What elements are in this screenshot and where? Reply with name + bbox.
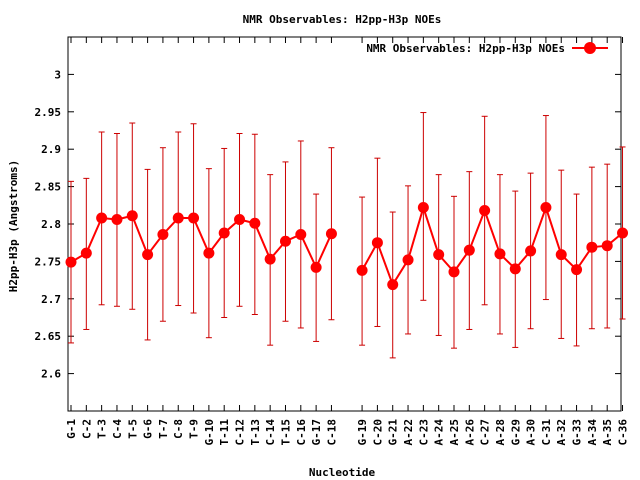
y-axis-label: H2pp-H3p (Angstroms): [7, 160, 20, 292]
x-tick-label: G-10: [203, 419, 216, 446]
x-tick-label: G-21: [387, 419, 400, 446]
data-point: [387, 279, 399, 291]
x-tick-label: G-33: [571, 419, 584, 446]
legend-label: NMR Observables: H2pp-H3p NOEs: [366, 42, 565, 55]
x-tick-label: C-8: [172, 419, 185, 439]
data-point: [463, 244, 475, 256]
x-tick-label: G-29: [509, 419, 522, 446]
x-tick-label: A-22: [402, 419, 415, 446]
series-line: [361, 204, 624, 287]
data-point: [111, 214, 123, 226]
data-points: [65, 202, 629, 291]
x-tick-label: A-25: [448, 419, 461, 446]
x-tick-label: A-28: [494, 419, 507, 446]
x-tick-label: A-24: [433, 419, 446, 446]
x-tick-label: C-12: [234, 419, 247, 446]
x-tick-label: T-11: [218, 419, 231, 446]
data-point: [540, 202, 552, 214]
data-point: [402, 254, 414, 266]
y-tick-label: 2.65: [35, 330, 62, 343]
data-point: [555, 249, 567, 261]
x-tick-label: C-16: [295, 419, 308, 446]
x-tick-label: A-26: [463, 419, 476, 446]
x-tick-label: T-13: [249, 419, 262, 446]
data-point: [203, 247, 215, 259]
data-point: [218, 227, 230, 239]
data-point: [571, 264, 583, 276]
data-point: [188, 212, 200, 224]
data-point: [417, 202, 429, 214]
data-point: [448, 266, 460, 278]
data-point: [142, 249, 154, 261]
data-point: [509, 263, 521, 275]
data-point: [356, 264, 368, 276]
x-tick-label: C-20: [371, 419, 384, 446]
x-tick-label: T-7: [157, 419, 170, 439]
x-tick-label: T-9: [188, 419, 201, 439]
y-tick-label: 3: [54, 68, 61, 81]
legend: NMR Observables: H2pp-H3p NOEs: [366, 42, 608, 55]
x-tick-label: G-17: [310, 419, 323, 446]
data-point: [586, 241, 598, 253]
data-point: [279, 235, 291, 247]
x-tick-label: C-23: [417, 419, 430, 446]
x-tick-label: T-5: [126, 419, 139, 439]
x-tick-label: T-3: [96, 419, 109, 439]
x-tick-label: G-6: [142, 419, 155, 439]
data-point: [617, 227, 629, 239]
y-tick-label: 2.9: [41, 143, 61, 156]
data-point: [126, 210, 138, 222]
x-tick-label: A-34: [586, 419, 599, 446]
legend-marker: [584, 42, 596, 54]
y-tick-label: 2.7: [41, 293, 61, 306]
x-tick-label: C-4: [111, 419, 124, 439]
x-tick-label: C-27: [479, 419, 492, 446]
y-tick-label: 2.75: [35, 255, 62, 268]
x-tick-label: C-14: [264, 419, 277, 446]
x-tick-label: C-18: [325, 419, 338, 446]
data-point: [325, 228, 337, 240]
data-point: [264, 253, 276, 265]
y-tick-label: 2.85: [35, 181, 62, 194]
data-point: [157, 228, 169, 240]
x-tick-label: A-35: [601, 419, 614, 446]
data-point: [479, 205, 491, 217]
series-lines: [70, 204, 624, 287]
x-tick-label: T-15: [279, 419, 292, 446]
y-axis-ticks: 2.6 2.65 2.7 2.75 2.8 2.85 2.9 2.95 3: [35, 68, 621, 381]
x-tick-label: G-19: [356, 419, 369, 446]
data-point: [525, 245, 537, 257]
data-point: [249, 217, 261, 229]
data-point: [80, 247, 92, 259]
x-tick-label: C-36: [617, 419, 630, 446]
data-point: [96, 212, 108, 224]
data-point: [65, 256, 77, 268]
x-tick-label: A-30: [525, 419, 538, 446]
error-bars: [68, 112, 626, 359]
x-tick-label: G-1: [65, 419, 78, 439]
plot-frame: [67, 36, 622, 412]
x-axis-label: Nucleotide: [309, 466, 376, 479]
data-point: [172, 212, 184, 224]
x-tick-label: C-31: [540, 419, 553, 446]
x-tick-label: C-2: [80, 419, 93, 439]
data-point: [371, 237, 383, 249]
y-tick-label: 2.95: [35, 106, 62, 119]
y-tick-label: 2.8: [41, 218, 61, 231]
x-tick-label: A-32: [555, 419, 568, 446]
data-point: [310, 261, 322, 273]
data-point: [494, 248, 506, 260]
data-point: [433, 249, 445, 261]
series-line: [70, 214, 333, 270]
x-axis-ticks: G-1 C-2 T-3 C-4 T-5 G-6 T-7 C-8 T-9 G-10 T-11 C-12 T…: [65, 37, 630, 446]
data-point: [601, 240, 613, 252]
data-point: [295, 228, 307, 240]
y-tick-label: 2.6: [41, 368, 61, 381]
chart-title: NMR Observables: H2pp-H3p NOEs: [243, 13, 442, 26]
data-point: [234, 214, 246, 226]
